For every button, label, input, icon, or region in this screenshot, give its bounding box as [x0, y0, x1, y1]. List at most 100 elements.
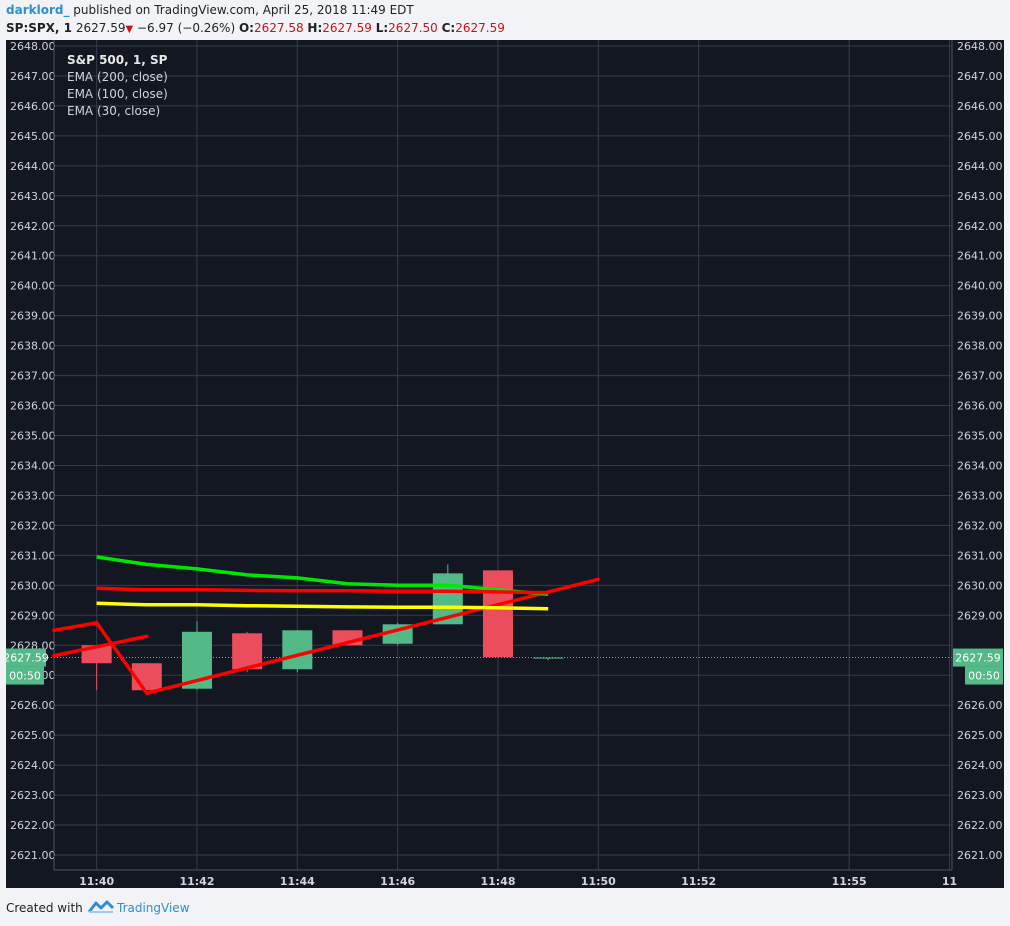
price-badge-left-text: 2627.59 — [6, 652, 49, 665]
y-tick-label-right: 2641.00 — [957, 250, 1003, 263]
price-change: −6.97 (−0.26%) — [137, 21, 236, 35]
ohlc-line: SP:SPX, 1 2627.59▼ −6.97 (−0.26%) O:2627… — [6, 21, 505, 35]
chart-area[interactable]: 2621.00 2621.00 2622.00 2622.00 2623.00 2623.… — [6, 40, 1004, 888]
y-tick-label-left: 2629.00 — [10, 609, 56, 622]
created-with-text: Created with — [6, 901, 83, 915]
price-badge-right-text: 2627.59 — [955, 652, 1001, 665]
y-tick-label-right: 2637.00 — [957, 370, 1003, 383]
price-chart[interactable]: 2621.00 2621.00 2622.00 2622.00 2623.00 2623.… — [6, 40, 1004, 888]
publish-line: darklord_ published on TradingView.com, … — [6, 3, 414, 17]
time-badge-left — [6, 666, 44, 685]
y-tick-label-left: 2632.00 — [10, 519, 56, 532]
candle-down — [232, 633, 263, 670]
y-tick-label-right: 2647.00 — [957, 70, 1003, 83]
time-badge-left-text: 00:50 — [9, 670, 41, 683]
y-tick-label-left: 2636.00 — [10, 400, 56, 413]
x-tick-label: 11:42 — [179, 875, 214, 888]
y-tick-label-right: 2645.00 — [957, 130, 1003, 143]
candle-down — [482, 570, 513, 658]
published-text: published on TradingView.com, April 25, … — [73, 3, 414, 17]
x-tick-label: 11:44 — [280, 875, 315, 888]
x-tick-label: 11:40 — [79, 875, 114, 888]
y-tick-label-right: 2648.00 — [957, 40, 1003, 53]
candle-up — [533, 657, 564, 659]
y-tick-label-right: 2626.00 — [957, 699, 1003, 712]
y-tick-label-right: 2642.00 — [957, 220, 1003, 233]
price-badge-left — [6, 648, 46, 667]
y-tick-label-left: 2646.00 — [10, 100, 56, 113]
y-tick-label-left: 2643.00 — [10, 190, 56, 203]
trend-line — [145, 577, 601, 695]
x-tick-label: 11:46 — [380, 875, 415, 888]
y-tick-label-right: 2623.00 — [957, 789, 1003, 802]
y-tick-label-right: 2621.00 — [957, 849, 1003, 862]
y-tick-label-left: 2641.00 — [10, 250, 56, 263]
y-tick-label-right: 2625.00 — [957, 729, 1003, 742]
chart-header: darklord_ published on TradingView.com, … — [0, 0, 1010, 40]
candle-up — [282, 630, 313, 670]
ema100-line — [96, 586, 549, 595]
y-tick-label-left: 2634.00 — [10, 459, 56, 472]
open-value: 2627.58 — [253, 21, 304, 35]
y-tick-label-right: 2629.00 — [957, 609, 1003, 622]
y-tick-label-right: 2622.00 — [957, 819, 1003, 832]
high-value: 2627.59 — [322, 21, 372, 35]
legend-ema100[interactable]: EMA (100, close) — [67, 87, 168, 101]
close-value: 2627.59 — [455, 21, 505, 35]
y-tick-label-left: 2647.00 — [10, 70, 56, 83]
author-link[interactable]: darklord_ — [6, 3, 70, 17]
y-tick-label-left: 2637.00 — [10, 370, 56, 383]
price-badge-right — [953, 648, 1003, 667]
y-tick-label-left: 2635.00 — [10, 430, 56, 443]
tradingview-logo-icon[interactable] — [88, 899, 114, 915]
y-tick-label-left: 2630.00 — [10, 579, 56, 592]
y-tick-label-right: 2634.00 — [957, 459, 1003, 472]
y-tick-label-left: 2626.00 — [10, 699, 56, 712]
y-tick-label-right: 2632.00 — [957, 519, 1003, 532]
footer: Created with TradingView — [0, 888, 1010, 926]
plot-background — [54, 40, 952, 870]
trend-line — [52, 634, 149, 658]
low-label: L: — [375, 21, 389, 35]
trend-line — [52, 621, 99, 633]
y-tick-label-left: 2631.00 — [10, 549, 56, 562]
y-tick-label-left: 2624.00 — [10, 759, 56, 772]
ema200-line — [96, 555, 549, 597]
y-tick-label-right: 2643.00 — [957, 190, 1003, 203]
y-tick-label-left: 2625.00 — [10, 729, 56, 742]
y-tick-label-right: 2635.00 — [957, 430, 1003, 443]
symbol-label: SP:SPX, 1 — [6, 21, 73, 35]
down-arrow-icon: ▼ — [125, 24, 134, 35]
y-tick-label-right: 2639.00 — [957, 310, 1003, 323]
y-tick-label-left: 2621.00 — [10, 849, 56, 862]
last-price: 2627.59 — [75, 21, 126, 35]
x-tick-label: 11:55 — [832, 875, 867, 888]
y-tick-label-right: 2644.00 — [957, 160, 1003, 173]
y-tick-label-left: 2648.00 — [10, 40, 56, 53]
legend-ema200[interactable]: EMA (200, close) — [67, 70, 168, 84]
time-badge-right-text: 00:50 — [968, 670, 1000, 683]
y-tick-label-right: 2646.00 — [957, 100, 1003, 113]
low-value: 2627.50 — [388, 21, 438, 35]
y-tick-label-right: 2633.00 — [957, 489, 1003, 502]
y-tick-label-left: 2639.00 — [10, 310, 56, 323]
y-tick-label-left: 2645.00 — [10, 130, 56, 143]
y-tick-label-left: 2622.00 — [10, 819, 56, 832]
trend-line — [94, 621, 149, 695]
x-tick-label: 11:48 — [480, 875, 515, 888]
close-label: C: — [441, 21, 456, 35]
y-tick-label-right: 2624.00 — [957, 759, 1003, 772]
chart-legend: S&P 500, 1, SP EMA (200, close) EMA (100… — [67, 52, 168, 120]
y-tick-label-right: 2640.00 — [957, 280, 1003, 293]
tradingview-brand-link[interactable]: TradingView — [117, 901, 190, 915]
legend-title: S&P 500, 1, SP — [67, 53, 168, 67]
y-tick-label-left: 2642.00 — [10, 220, 56, 233]
time-badge-right — [965, 666, 1003, 685]
open-label: O: — [238, 21, 254, 35]
legend-ema30[interactable]: EMA (30, close) — [67, 104, 161, 118]
y-tick-label-left: 2638.00 — [10, 340, 56, 353]
y-tick-label-right: 2638.00 — [957, 340, 1003, 353]
y-tick-label-left: 2644.00 — [10, 160, 56, 173]
y-tick-label-right: 2630.00 — [957, 579, 1003, 592]
y-tick-label-right: 2636.00 — [957, 400, 1003, 413]
